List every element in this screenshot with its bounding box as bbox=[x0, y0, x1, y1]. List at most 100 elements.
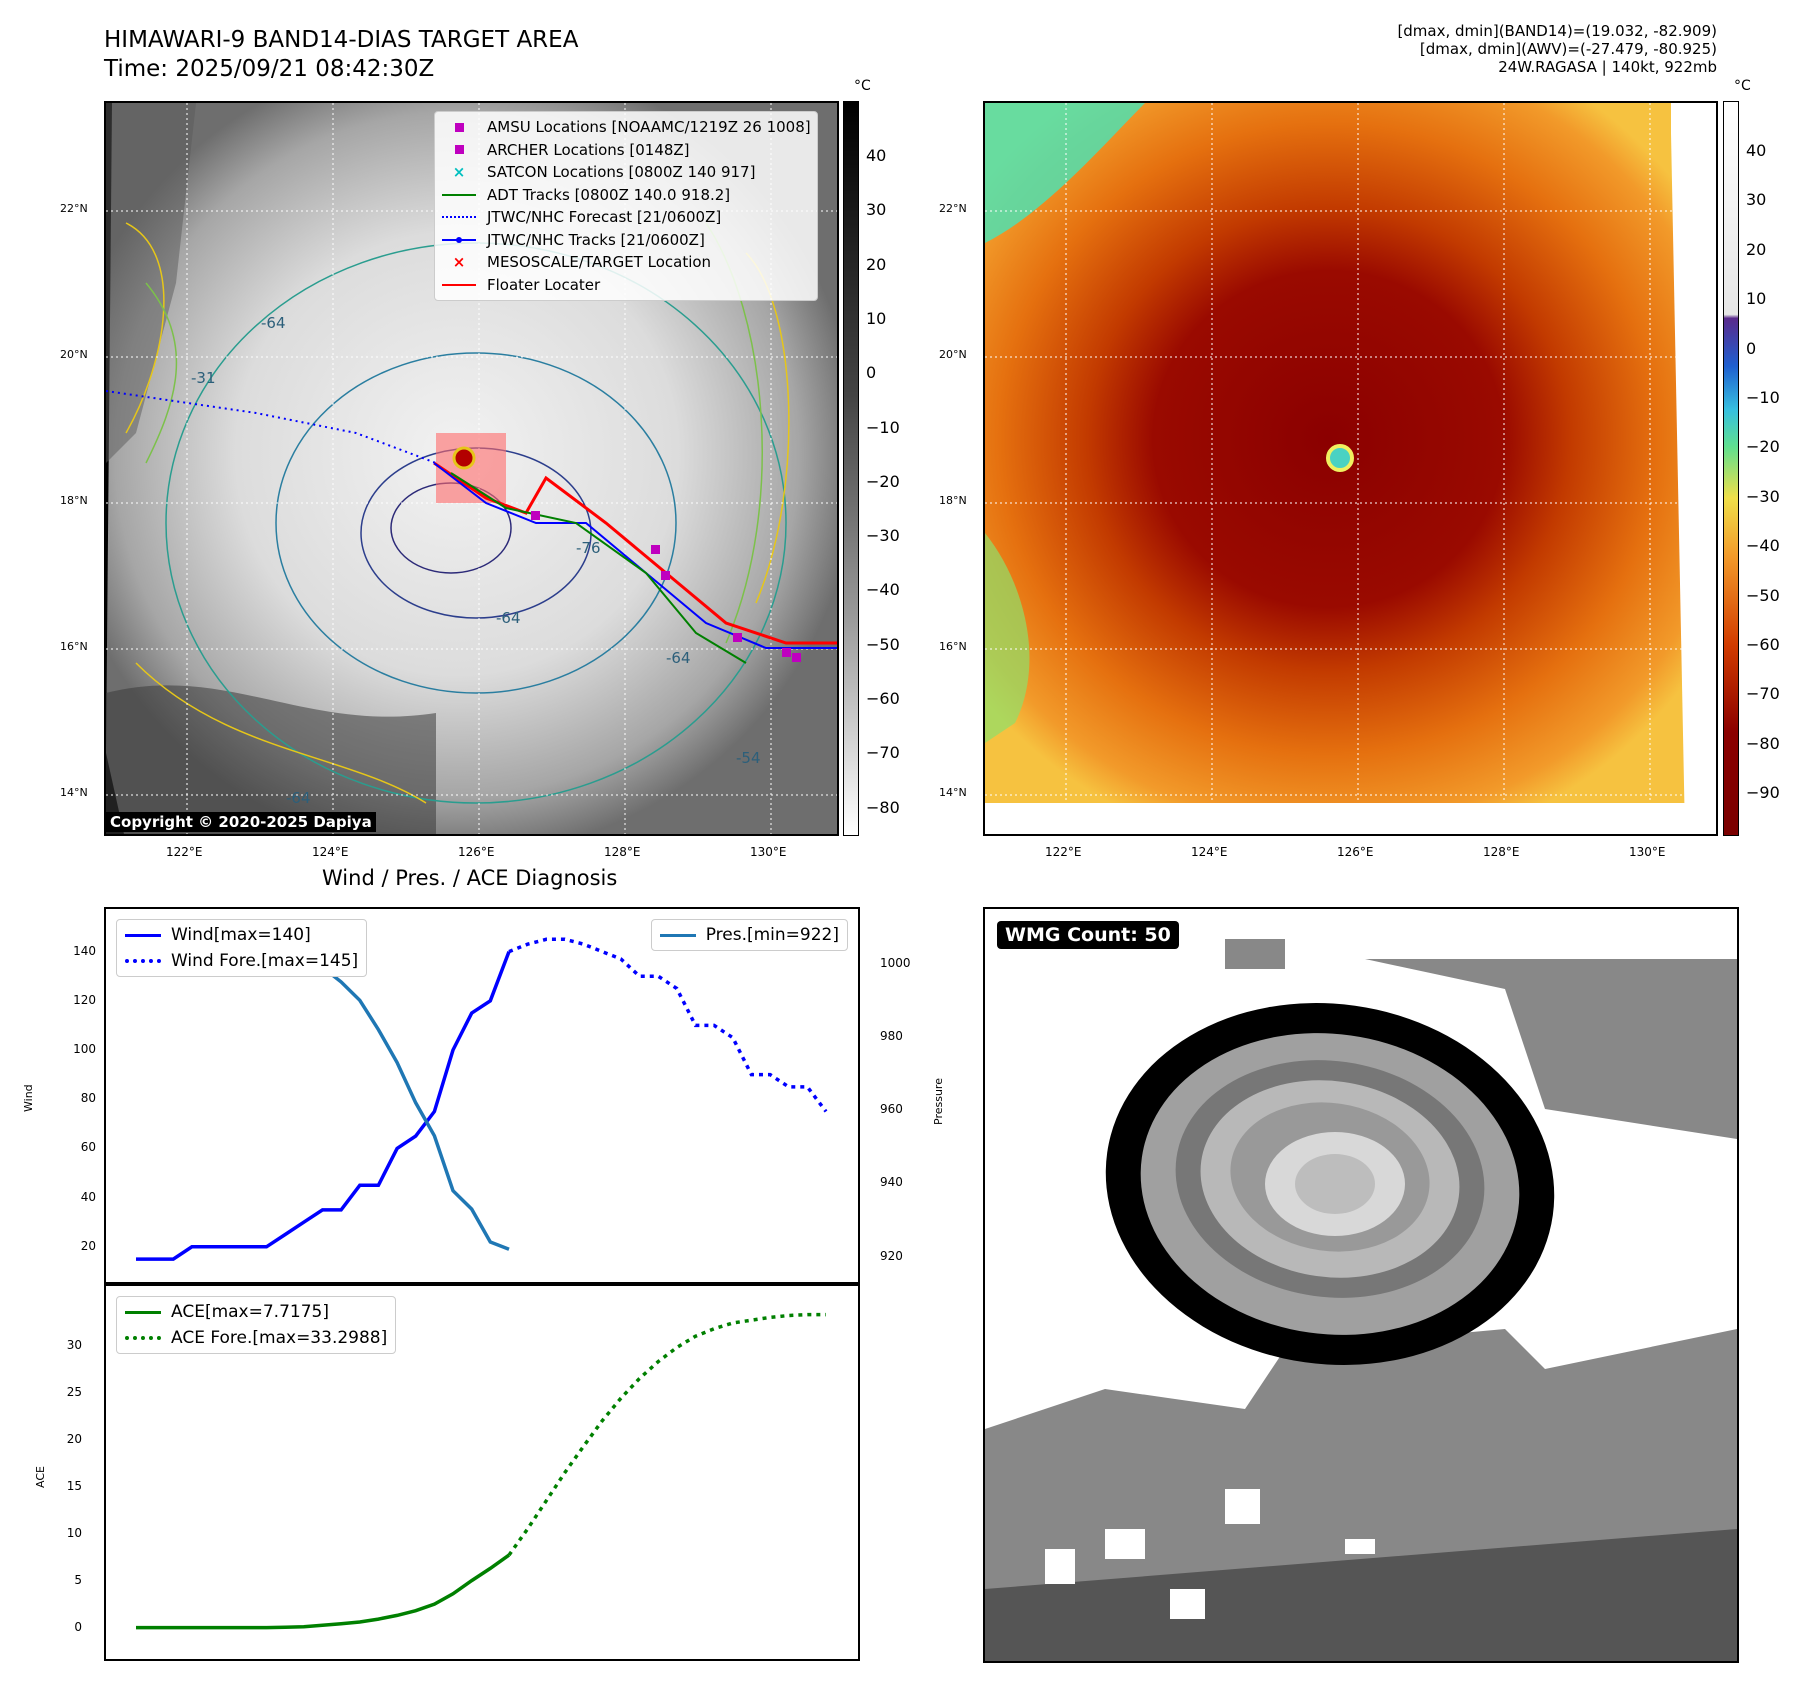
legend-item: JTWC/NHC Forecast [21/0600Z] bbox=[441, 206, 811, 229]
lat-label: 14°N bbox=[939, 786, 967, 799]
ace-plot bbox=[136, 1312, 826, 1630]
colorbar-tick: 20 bbox=[866, 254, 887, 274]
contour-label: -76 bbox=[576, 539, 601, 557]
diagnosis-title: Wind / Pres. / ACE Diagnosis bbox=[322, 866, 618, 890]
lon-label: 130°E bbox=[1629, 845, 1666, 859]
pressure-legend: Pres.[min=922] bbox=[650, 919, 848, 951]
lat-label: 16°N bbox=[60, 640, 88, 653]
ace-legend: ACE[max=7.7175] ACE Fore.[max=33.2988] bbox=[116, 1296, 397, 1354]
legend-item: AMSU Locations [NOAAMC/1219Z 26 1008] bbox=[441, 116, 811, 139]
lon-label: 126°E bbox=[1337, 845, 1374, 859]
legend-item: Wind[max=140] bbox=[125, 922, 358, 948]
y-tick-label: 10 bbox=[66, 1525, 82, 1540]
ir-color-image bbox=[985, 103, 1716, 834]
lat-label: 14°N bbox=[60, 786, 88, 799]
lon-label: 124°E bbox=[312, 845, 349, 859]
y-tick-label: 980 bbox=[880, 1028, 903, 1043]
y-tick-label: 0 bbox=[74, 1619, 82, 1634]
ir-color-map bbox=[983, 101, 1718, 836]
series-line bbox=[508, 937, 828, 1113]
colorbar-tick: 10 bbox=[866, 308, 887, 328]
wind-legend: Wind[max=140] Wind Fore.[max=145] bbox=[116, 919, 368, 977]
legend-item: × MESOSCALE/TARGET Location bbox=[452, 253, 712, 271]
wmg-image bbox=[985, 939, 1737, 1661]
lat-label: 18°N bbox=[60, 494, 88, 507]
storm-summary: 24W.RAGASA | 140kt, 922mb bbox=[1498, 58, 1717, 76]
contour-label: -64 bbox=[496, 609, 521, 627]
colorbar-tick: −80 bbox=[866, 797, 900, 817]
legend-item: Wind Fore.[max=145] bbox=[125, 948, 358, 974]
colorbar-tick: −40 bbox=[1746, 536, 1780, 556]
contour-label: -64 bbox=[286, 789, 311, 807]
y-tick-label: 40 bbox=[80, 1189, 96, 1204]
contour-label: -64 bbox=[261, 314, 286, 332]
colorbar-tick: 40 bbox=[1746, 141, 1767, 160]
colorbar-tick: −30 bbox=[866, 526, 900, 546]
colorbar-tick: −20 bbox=[866, 471, 900, 491]
contour-label: -31 bbox=[191, 369, 216, 387]
colorbar-tick: −70 bbox=[866, 743, 900, 763]
legend-item: ACE Fore.[max=33.2988] bbox=[125, 1325, 387, 1351]
legend-item: JTWC/NHC Tracks [21/0600Z] bbox=[441, 229, 811, 252]
y-tick-label: 1000 bbox=[880, 955, 911, 970]
colorbar-tick: −50 bbox=[1746, 585, 1780, 605]
colorbar-tick: −50 bbox=[866, 634, 900, 654]
y-tick-label: 20 bbox=[80, 1238, 96, 1253]
y-tick-label: 920 bbox=[880, 1248, 903, 1263]
y-tick-label: 60 bbox=[80, 1140, 96, 1155]
ace-chart: ACE[max=7.7175] ACE Fore.[max=33.2988] bbox=[104, 1284, 860, 1661]
colorbar-unit: °C bbox=[854, 78, 871, 94]
y-tick-label: 140 bbox=[73, 943, 96, 958]
colorbar-tick: 30 bbox=[1746, 190, 1767, 210]
y-tick-label: 960 bbox=[880, 1102, 903, 1117]
lon-label: 128°E bbox=[604, 845, 641, 859]
y-tick-label: 20 bbox=[66, 1431, 82, 1446]
legend-item: ARCHER Locations [0148Z] bbox=[441, 139, 811, 162]
colorbar-tick: −80 bbox=[1746, 733, 1780, 753]
lon-label: 124°E bbox=[1191, 845, 1228, 859]
adt-track bbox=[450, 472, 747, 664]
colorbar-unit: °C bbox=[1734, 78, 1751, 94]
colorbar-tick: −60 bbox=[866, 689, 900, 708]
series-line bbox=[136, 1553, 511, 1630]
wmg-panel: WMG Count: 50 bbox=[983, 907, 1739, 1663]
y-tick-label: 80 bbox=[80, 1091, 96, 1106]
y-tick-label: 30 bbox=[66, 1337, 82, 1352]
y-tick-label: 100 bbox=[73, 1041, 96, 1056]
wind-pressure-chart: Wind[max=140] Wind Fore.[max=145] Pres.[… bbox=[104, 907, 860, 1284]
band14-range: [dmax, dmin](BAND14)=(19.032, -82.909) bbox=[1397, 22, 1717, 40]
chart-title: HIMAWARI-9 BAND14-DIAS TARGET AREA bbox=[104, 27, 579, 53]
contour-label: -64 bbox=[666, 649, 691, 667]
ace-axis-label: ACE bbox=[34, 1466, 47, 1488]
series-line bbox=[135, 932, 510, 1251]
lat-label: 16°N bbox=[939, 640, 967, 653]
series-line bbox=[507, 1312, 826, 1557]
diagnostics-info: [dmax, dmin](BAND14)=(19.032, -82.909) [… bbox=[1397, 22, 1717, 76]
color-colorbar bbox=[1723, 101, 1739, 836]
jtwc-track bbox=[433, 462, 837, 649]
legend-item: × SATCON Locations [0800Z 140 917] bbox=[452, 163, 756, 181]
lat-label: 22°N bbox=[60, 202, 88, 215]
lon-label: 128°E bbox=[1483, 845, 1520, 859]
colorbar-tick: −60 bbox=[1746, 635, 1780, 654]
wmg-count-badge: WMG Count: 50 bbox=[997, 921, 1179, 949]
colorbar-tick: −30 bbox=[1746, 486, 1780, 506]
colorbar-tick: −20 bbox=[1746, 437, 1780, 457]
colorbar-tick: 40 bbox=[866, 146, 887, 165]
map-legend: AMSU Locations [NOAAMC/1219Z 26 1008] AR… bbox=[434, 111, 818, 301]
colorbar-tick: −90 bbox=[1746, 783, 1780, 803]
y-tick-label: 25 bbox=[66, 1384, 82, 1399]
legend-item: Floater Locater bbox=[441, 274, 811, 297]
colorbar-tick: −40 bbox=[866, 580, 900, 600]
lon-label: 130°E bbox=[750, 845, 787, 859]
colorbar-tick: 0 bbox=[1746, 338, 1757, 358]
lon-label: 126°E bbox=[458, 845, 495, 859]
y-tick-label: 120 bbox=[73, 992, 96, 1007]
lon-label: 122°E bbox=[1045, 845, 1082, 859]
y-tick-label: 15 bbox=[66, 1478, 82, 1493]
lat-label: 18°N bbox=[939, 494, 967, 507]
ir-gray-map: -64 -64 -76 -64 -54 -31 -64 AMSU Locatio… bbox=[104, 101, 839, 836]
y-tick-label: 5 bbox=[74, 1572, 82, 1587]
colorbar-tick: −70 bbox=[1746, 684, 1780, 704]
colorbar-tick: 20 bbox=[1746, 239, 1767, 259]
